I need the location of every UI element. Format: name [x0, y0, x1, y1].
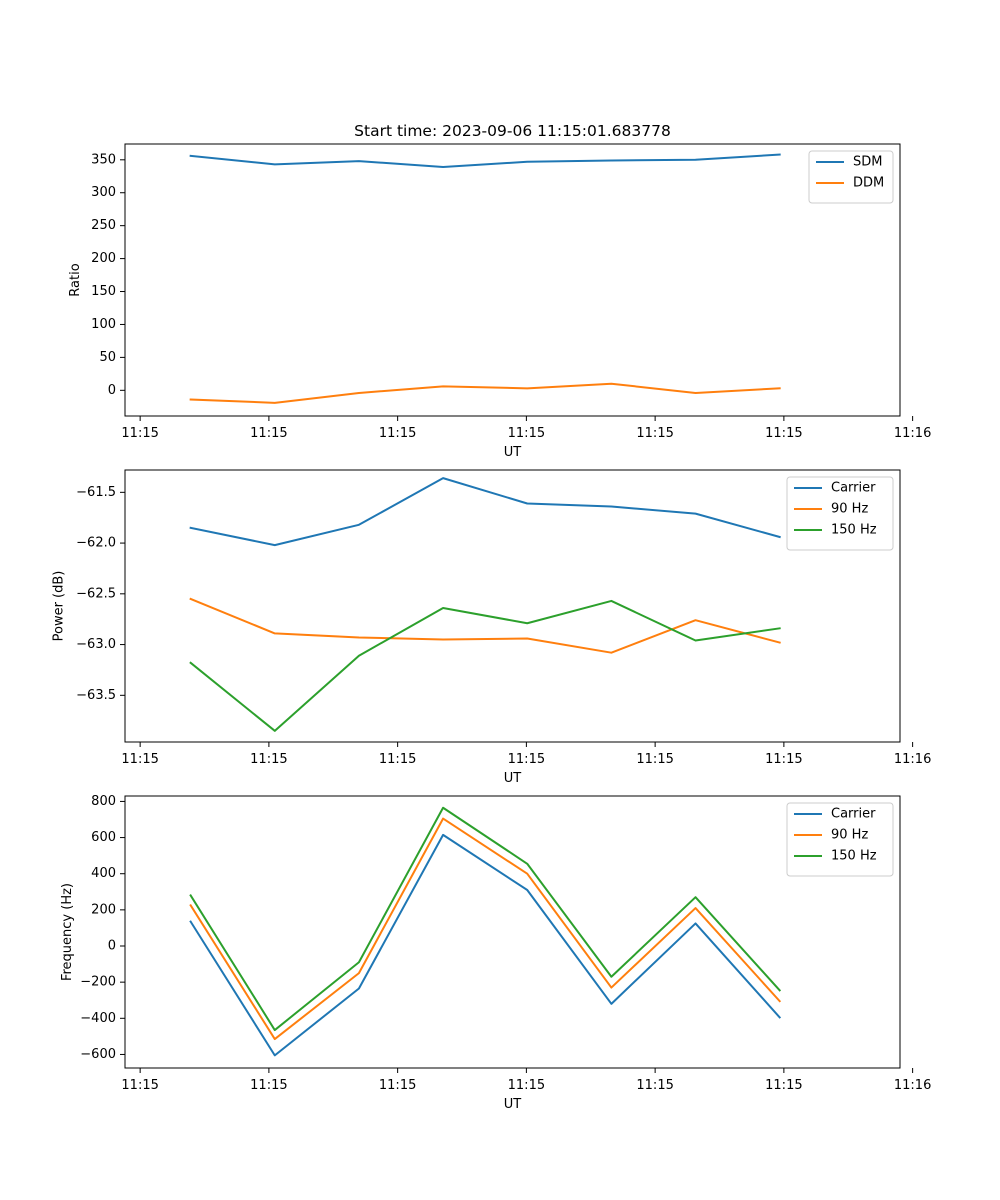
y-tick-label: −63.0	[76, 637, 116, 652]
x-tick-label: 11:15	[636, 752, 673, 767]
x-tick-label: 11:15	[121, 752, 158, 767]
legend-frame	[786, 802, 894, 877]
x-tick-label: 11:15	[250, 752, 287, 767]
y-tick-label: −400	[80, 1011, 116, 1026]
legend: SDM DDM	[808, 150, 894, 204]
axes-frame	[124, 795, 901, 1069]
legend-label: 90 Hz	[831, 502, 868, 517]
y-tick-label: 150	[91, 284, 116, 299]
x-axis-label: UT	[504, 771, 522, 786]
y-axis-label: Ratio	[68, 263, 83, 296]
legend-frame	[808, 150, 894, 204]
y-tick-label: 300	[91, 185, 116, 200]
y-tick-label: −62.0	[76, 536, 116, 551]
x-tick-label: 11:15	[765, 1078, 802, 1093]
y-axis-label: Frequency (Hz)	[60, 883, 75, 981]
y-tick-label: 0	[108, 939, 116, 954]
y-tick-label: −62.5	[76, 586, 116, 601]
x-tick-label: 11:15	[636, 1078, 673, 1093]
x-tick-label: 11:15	[508, 426, 545, 441]
legend: Carrier 90 Hz 150 Hz	[786, 802, 894, 877]
x-tick-label: 11:15	[508, 1078, 545, 1093]
panel-2: 11:15 11:15 11:15 11:15 11:15 11:15 11:16 −63.5…	[52, 469, 931, 786]
x-tick-label: 11:15	[636, 426, 673, 441]
y-tick-label: 600	[91, 830, 116, 845]
legend-label: 150 Hz	[831, 523, 877, 538]
y-tick-label: −61.5	[76, 485, 116, 500]
legend-label: SDM	[853, 155, 882, 170]
series-line-150-hz	[189, 599, 781, 732]
y-tick-label: 200	[91, 251, 116, 266]
legend-label: Carrier	[831, 481, 876, 496]
legend-label: DDM	[853, 176, 884, 191]
series-line-90-hz	[189, 597, 781, 654]
series-line-sdm	[189, 153, 781, 169]
y-tick-label: 50	[99, 350, 116, 365]
y-tick-label: 400	[91, 866, 116, 881]
axes-frame	[124, 469, 901, 743]
y-axis-label: Power (dB)	[52, 571, 67, 642]
x-tick-label: 11:15	[765, 752, 802, 767]
x-tick-label: 11:15	[379, 426, 416, 441]
y-tick-label: 800	[91, 794, 116, 809]
y-tick-label: 0	[108, 383, 116, 398]
legend-frame	[786, 476, 894, 551]
panel-3: 11:15 11:15 11:15 11:15 11:15 11:15 11:16 −600 −…	[60, 794, 932, 1112]
x-tick-label: 11:15	[250, 1078, 287, 1093]
x-tick-label: 11:16	[894, 752, 931, 767]
x-tick-label: 11:15	[250, 426, 287, 441]
legend: Carrier 90 Hz 150 Hz	[786, 476, 894, 551]
x-tick-label: 11:15	[121, 426, 158, 441]
x-tick-label: 11:15	[508, 752, 545, 767]
y-tick-label: −63.5	[76, 688, 116, 703]
series-line-ddm	[189, 382, 781, 404]
y-tick-label: 350	[91, 152, 116, 167]
axes-frame	[124, 143, 901, 417]
x-axis-label: UT	[504, 445, 522, 460]
legend-label: 150 Hz	[831, 849, 877, 864]
series-line-carrier	[189, 833, 782, 1057]
x-tick-label: 11:16	[894, 1078, 931, 1093]
series-line-150-hz	[189, 806, 782, 1032]
x-tick-label: 11:15	[379, 752, 416, 767]
y-tick-label: −200	[80, 975, 116, 990]
series-line-90-hz	[189, 817, 782, 1041]
x-tick-label: 11:15	[765, 426, 802, 441]
panel-1: 11:15 11:15 11:15 11:15 11:15 11:15 11:16 0 50 10…	[68, 122, 931, 460]
legend-label: 90 Hz	[831, 828, 868, 843]
y-tick-label: 250	[91, 218, 116, 233]
chart-title: Start time: 2023-09-06 11:15:01.683778	[354, 122, 671, 140]
x-tick-label: 11:16	[894, 426, 931, 441]
y-tick-label: −600	[80, 1047, 116, 1062]
y-tick-label: 200	[91, 902, 116, 917]
x-tick-label: 11:15	[121, 1078, 158, 1093]
y-tick-label: 100	[91, 317, 116, 332]
x-tick-label: 11:15	[379, 1078, 416, 1093]
legend-label: Carrier	[831, 807, 876, 822]
x-axis-label: UT	[504, 1097, 522, 1112]
series-line-carrier	[189, 477, 781, 547]
